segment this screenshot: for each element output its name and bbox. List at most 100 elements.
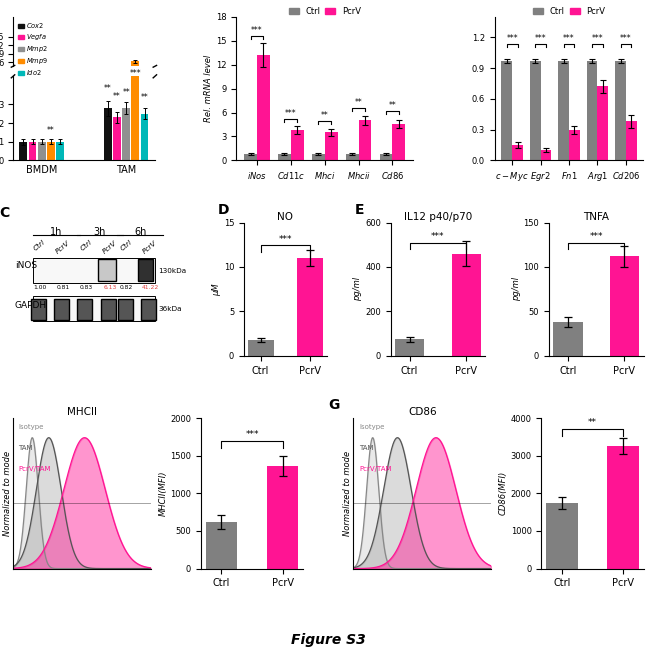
Bar <box>29 142 36 160</box>
Bar <box>359 120 371 160</box>
FancyBboxPatch shape <box>54 299 69 320</box>
Text: PcrV: PcrV <box>142 239 159 255</box>
Text: 130kDa: 130kDa <box>159 268 187 273</box>
Y-axis label: pg/ml: pg/ml <box>512 277 521 301</box>
FancyBboxPatch shape <box>138 259 153 281</box>
FancyBboxPatch shape <box>118 299 133 320</box>
Bar <box>393 124 406 160</box>
Text: ***: *** <box>592 34 603 43</box>
Text: G: G <box>329 398 340 412</box>
Y-axis label: μM: μM <box>212 283 221 295</box>
Text: 0.83: 0.83 <box>80 285 93 289</box>
Bar <box>104 108 112 160</box>
Legend: Ctrl, PcrV: Ctrl, PcrV <box>530 3 608 19</box>
Text: 1h: 1h <box>50 226 62 236</box>
Text: ***: *** <box>279 235 293 244</box>
Text: E: E <box>355 204 364 218</box>
FancyBboxPatch shape <box>141 299 156 320</box>
Bar <box>512 145 523 160</box>
Bar <box>47 76 55 79</box>
Bar <box>122 108 130 160</box>
Legend: $\it{Cox2}$, $\it{Vegfa}$, $\it{Mmp2}$, $\it{Mmp9}$, $\it{Ido2}$: $\it{Cox2}$, $\it{Vegfa}$, $\it{Mmp2}$, … <box>16 20 49 79</box>
Bar <box>244 154 257 160</box>
Bar <box>140 72 148 79</box>
Text: GAPDH: GAPDH <box>15 301 47 310</box>
Text: Figure S3: Figure S3 <box>291 633 365 647</box>
Text: D: D <box>217 204 229 218</box>
Bar <box>530 61 541 160</box>
FancyBboxPatch shape <box>33 258 155 283</box>
Y-axis label: Normalized to mode: Normalized to mode <box>3 451 12 536</box>
Bar <box>553 322 582 356</box>
Bar <box>56 76 64 79</box>
Bar <box>131 61 139 79</box>
Bar <box>291 130 304 160</box>
Bar <box>278 154 291 160</box>
Text: **: ** <box>321 112 329 120</box>
Bar <box>131 45 139 160</box>
Text: ***: *** <box>245 430 259 439</box>
Bar <box>56 142 64 160</box>
Bar <box>325 132 337 160</box>
FancyBboxPatch shape <box>31 299 46 320</box>
Text: 0.82: 0.82 <box>120 285 133 289</box>
Bar <box>626 122 637 160</box>
Bar <box>47 142 55 160</box>
Bar <box>501 61 512 160</box>
Bar <box>615 61 626 160</box>
Y-axis label: Rel. mRNA level: Rel. mRNA level <box>204 55 213 122</box>
Bar <box>38 76 46 79</box>
Text: ***: *** <box>129 69 141 77</box>
Text: 6h: 6h <box>134 226 146 236</box>
Text: PcrV/TAM: PcrV/TAM <box>359 466 391 472</box>
Bar <box>38 142 46 160</box>
Text: ***: *** <box>506 34 518 43</box>
Y-axis label: Normalized to mode: Normalized to mode <box>343 451 352 536</box>
Text: **: ** <box>122 88 130 97</box>
Bar <box>546 503 578 568</box>
Text: 3h: 3h <box>94 226 106 236</box>
Y-axis label: MHCII(MFI): MHCII(MFI) <box>159 470 168 516</box>
Bar <box>610 257 639 356</box>
FancyBboxPatch shape <box>77 299 92 320</box>
Text: PcrV/TAM: PcrV/TAM <box>18 466 51 472</box>
Text: ***: *** <box>535 34 547 43</box>
Bar <box>558 61 569 160</box>
Text: ***: *** <box>285 109 296 118</box>
Bar <box>20 76 27 79</box>
Text: 41.22: 41.22 <box>142 285 159 289</box>
Text: 36kDa: 36kDa <box>159 306 182 312</box>
Text: **: ** <box>47 126 55 135</box>
Bar <box>20 142 27 160</box>
Text: Ctrl: Ctrl <box>33 239 47 252</box>
Bar <box>597 86 608 160</box>
Bar <box>346 154 359 160</box>
Text: **: ** <box>588 418 597 427</box>
Bar <box>607 446 639 568</box>
Bar <box>452 254 481 356</box>
Text: PcrV: PcrV <box>55 239 72 255</box>
Text: **: ** <box>104 84 112 93</box>
Bar <box>113 73 121 79</box>
Text: ***: *** <box>563 34 575 43</box>
Bar <box>312 154 325 160</box>
Bar <box>104 71 112 79</box>
Text: TAM: TAM <box>18 445 33 451</box>
Text: **: ** <box>389 101 396 110</box>
Bar <box>266 466 298 568</box>
Bar <box>569 130 580 160</box>
Text: 0.81: 0.81 <box>57 285 70 289</box>
Bar <box>248 340 274 356</box>
Bar <box>297 258 323 356</box>
Text: **: ** <box>355 98 363 107</box>
Text: TAM: TAM <box>359 445 373 451</box>
Legend: Ctrl, PcrV: Ctrl, PcrV <box>285 3 364 19</box>
Text: ***: *** <box>590 232 603 241</box>
Text: PcrV: PcrV <box>102 239 118 255</box>
Bar <box>587 61 597 160</box>
Text: C: C <box>0 206 10 220</box>
Bar <box>113 118 121 160</box>
Bar <box>257 55 270 160</box>
Bar <box>122 71 130 79</box>
Bar <box>29 76 36 79</box>
